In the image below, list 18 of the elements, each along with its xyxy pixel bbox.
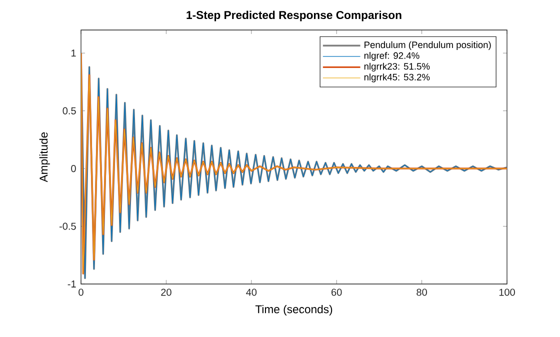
x-axis-title: Time (seconds)	[255, 304, 332, 316]
x-tick-label: 20	[161, 288, 172, 296]
x-tick-label: 80	[416, 288, 427, 296]
y-tick-label: -0.5	[60, 222, 76, 230]
y-tick-label: 0	[71, 165, 76, 172]
x-tick-label: 40	[246, 288, 257, 296]
legend-label: nlgrrk45: 53.2%	[364, 74, 430, 82]
legend-label: nlgref: 92.4%	[364, 52, 420, 61]
y-axis-title: Amplitude	[39, 132, 50, 182]
legend-label: nlgrrk23: 51.5%	[364, 62, 430, 72]
x-tick-label: 60	[332, 288, 342, 296]
y-tick-label: 1	[71, 50, 76, 57]
chart-title: 1-Step Predicted Response Comparison	[186, 10, 402, 22]
x-tick-label: 100	[499, 288, 515, 296]
y-tick-label: 0.5	[62, 107, 76, 114]
y-tick-label: -1	[68, 280, 76, 288]
x-tick-label: 0	[78, 288, 84, 296]
legend-label: Pendulum (Pendulum position)	[364, 41, 491, 50]
